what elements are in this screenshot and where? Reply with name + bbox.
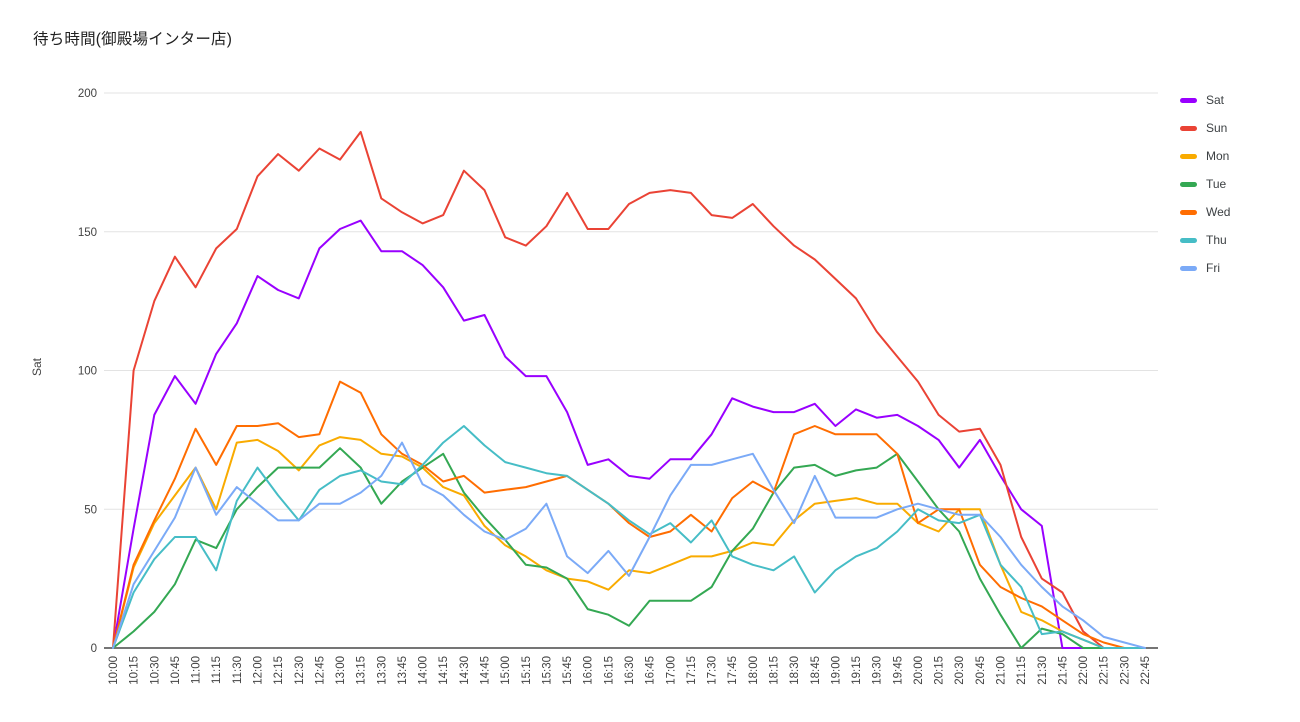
y-tick-label: 150: [78, 227, 97, 239]
y-tick-label: 0: [91, 643, 97, 655]
x-tick-label: 20:00: [913, 656, 925, 685]
series-line-tue: [112, 447, 1146, 649]
x-tick-label: 17:30: [707, 656, 719, 685]
x-tick-label: 11:15: [211, 656, 223, 684]
legend-item-sun: Sun: [1180, 114, 1230, 142]
x-tick-label: 10:45: [170, 656, 182, 685]
x-tick-label: 13:45: [397, 656, 409, 685]
series-line-wed: [112, 380, 1146, 649]
x-tick-label: 13:00: [335, 656, 347, 685]
legend-item-tue: Tue: [1180, 170, 1230, 198]
legend-item-wed: Wed: [1180, 198, 1230, 226]
x-tick-label: 12:00: [253, 656, 265, 685]
x-tick-label: 22:30: [1119, 656, 1131, 685]
x-tick-label: 22:45: [1140, 656, 1152, 685]
x-tick-label: 16:45: [645, 656, 657, 685]
legend-label: Tue: [1206, 177, 1227, 191]
x-tick-label: 15:15: [521, 656, 533, 685]
x-tick-label: 22:15: [1099, 656, 1111, 685]
x-tick-label: 21:30: [1037, 656, 1049, 685]
x-tick-label: 11:30: [232, 656, 244, 684]
x-tick-label: 13:15: [356, 656, 368, 685]
x-tick-label: 18:45: [810, 656, 822, 685]
x-tick-label: 14:45: [480, 656, 492, 685]
x-tick-label: 14:00: [418, 656, 430, 685]
x-tick-label: 18:00: [748, 656, 760, 685]
x-tick-label: 15:45: [562, 656, 574, 685]
y-tick-label: 200: [78, 88, 97, 100]
series-line-mon: [112, 436, 1146, 649]
legend-label: Sun: [1206, 121, 1228, 135]
y-tick-label: 100: [78, 366, 97, 378]
legend-label: Wed: [1206, 205, 1231, 219]
x-tick-label: 18:15: [769, 656, 781, 685]
x-tick-label: 19:00: [830, 656, 842, 685]
legend-label: Sat: [1206, 93, 1225, 107]
legend-swatch-mon: [1180, 153, 1197, 159]
x-tick-label: 17:00: [665, 656, 677, 685]
series-line-sat: [112, 219, 1146, 649]
x-tick-label: 20:30: [954, 656, 966, 685]
x-tick-label: 16:15: [603, 656, 615, 685]
legend-item-mon: Mon: [1180, 142, 1230, 170]
legend-swatch-thu: [1180, 237, 1197, 243]
legend-swatch-sat: [1180, 97, 1197, 103]
legend-item-sat: Sat: [1180, 86, 1230, 114]
x-tick-label: 20:15: [934, 656, 946, 685]
x-tick-label: 12:30: [294, 656, 306, 685]
x-tick-label: 20:45: [975, 656, 987, 685]
x-tick-label: 18:30: [789, 656, 801, 685]
x-tick-label: 21:15: [1016, 656, 1028, 685]
legend-label: Thu: [1206, 233, 1227, 247]
legend-swatch-tue: [1180, 181, 1197, 187]
legend-item-fri: Fri: [1180, 254, 1230, 282]
x-tick-label: 21:45: [1057, 656, 1069, 685]
x-tick-label: 15:00: [500, 656, 512, 685]
x-tick-label: 21:00: [996, 656, 1008, 685]
legend: Sat Sun Mon Tue Wed Thu Fri: [1180, 86, 1230, 282]
x-tick-label: 17:45: [727, 656, 739, 685]
y-tick-label: 50: [84, 504, 97, 516]
series-line-sun: [112, 130, 1146, 649]
series-line-thu: [112, 425, 1146, 649]
x-tick-label: 16:30: [624, 656, 636, 685]
x-tick-label: 14:15: [438, 656, 450, 685]
x-tick-label: 16:00: [583, 656, 595, 685]
x-tick-label: 13:30: [376, 656, 388, 685]
x-tick-label: 11:00: [191, 656, 203, 684]
x-tick-label: 12:45: [314, 656, 326, 685]
x-tick-label: 19:45: [892, 656, 904, 685]
legend-item-thu: Thu: [1180, 226, 1230, 254]
x-tick-label: 17:15: [686, 656, 698, 685]
x-tick-label: 12:15: [273, 656, 285, 685]
x-tick-label: 22:00: [1078, 656, 1090, 685]
legend-label: Mon: [1206, 149, 1230, 163]
x-tick-label: 10:15: [129, 656, 141, 685]
x-tick-label: 15:30: [541, 656, 553, 685]
x-tick-label: 14:30: [459, 656, 471, 685]
series-line-fri: [112, 441, 1146, 649]
x-tick-label: 19:15: [851, 656, 863, 685]
x-tick-label: 19:30: [872, 656, 884, 685]
chart-title: 待ち時間(御殿場インター店): [33, 31, 233, 48]
legend-swatch-wed: [1180, 209, 1197, 215]
legend-swatch-sun: [1180, 125, 1197, 131]
x-tick-label: 10:00: [108, 656, 120, 685]
legend-label: Fri: [1206, 261, 1220, 275]
legend-swatch-fri: [1180, 265, 1197, 271]
x-tick-label: 10:30: [149, 656, 161, 685]
